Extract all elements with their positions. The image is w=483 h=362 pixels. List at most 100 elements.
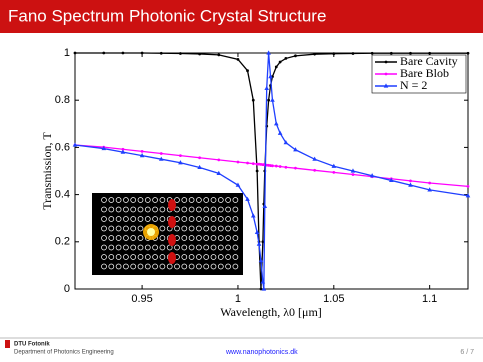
x-tick-label: 0.95 xyxy=(131,293,152,305)
inset-rod xyxy=(108,244,115,251)
inset-rod xyxy=(232,244,239,251)
marker xyxy=(351,52,355,55)
slide-title: Fano Spectrum Photonic Crystal Structure xyxy=(8,6,326,25)
x-tick-label: 1.05 xyxy=(323,293,344,305)
marker xyxy=(159,152,163,155)
marker xyxy=(179,154,182,158)
inset-rod xyxy=(174,197,180,203)
marker xyxy=(198,156,202,160)
inset-rod xyxy=(210,216,217,222)
y-tick-label: 1 xyxy=(64,47,70,59)
inset-rod xyxy=(225,235,231,241)
inset-rod xyxy=(108,263,115,270)
inset-rod xyxy=(203,235,210,241)
inset-rod xyxy=(159,197,166,203)
marker xyxy=(389,177,394,183)
inset-rod xyxy=(196,254,202,260)
marker xyxy=(332,52,336,56)
department: Department of Photonics Engineering xyxy=(14,350,114,356)
inset-rod xyxy=(115,263,122,270)
marker xyxy=(258,258,264,263)
marker xyxy=(270,97,275,102)
marker xyxy=(246,161,249,165)
inset-rod xyxy=(115,244,122,251)
marker xyxy=(284,165,288,169)
inset-rod xyxy=(232,225,239,232)
inset-rod xyxy=(123,225,129,232)
marker xyxy=(217,158,221,162)
marker xyxy=(250,213,256,218)
plot-frame xyxy=(74,52,469,290)
inset-hotspot xyxy=(168,252,176,264)
inset-rod xyxy=(144,263,151,270)
marker xyxy=(260,279,266,284)
inset-rod xyxy=(181,244,188,251)
marker xyxy=(408,182,413,187)
marker xyxy=(140,51,144,55)
marker xyxy=(293,147,298,152)
marker xyxy=(428,181,432,185)
inset-rod xyxy=(115,225,122,232)
marker xyxy=(264,85,270,90)
inset-rod xyxy=(174,263,180,270)
marker xyxy=(251,162,255,166)
inset-rod xyxy=(217,216,224,222)
marker xyxy=(262,203,268,208)
inset-rod xyxy=(123,235,129,241)
marker xyxy=(139,153,145,158)
marker xyxy=(159,51,163,55)
marker xyxy=(246,69,249,73)
marker xyxy=(369,173,375,178)
marker xyxy=(197,164,202,170)
inset-rod xyxy=(232,235,239,241)
url[interactable]: www.nanophotonics.dk xyxy=(225,349,298,356)
inset-rod xyxy=(181,235,188,241)
inset-rod xyxy=(137,244,144,251)
marker xyxy=(428,51,432,55)
marker xyxy=(312,156,317,161)
inset-rod xyxy=(159,225,166,232)
inset-rod xyxy=(152,197,158,203)
legend-label: Bare Blob xyxy=(400,66,449,80)
inset-rod xyxy=(159,235,166,241)
inset-rod xyxy=(225,263,231,270)
inset-rod xyxy=(101,206,107,213)
marker xyxy=(409,179,412,183)
y-tick-label: 0 xyxy=(64,283,70,295)
inset-rod xyxy=(210,244,217,251)
inset-rod xyxy=(210,254,217,260)
inset-rod xyxy=(159,254,166,260)
inset-rod xyxy=(203,254,210,260)
inset-rod xyxy=(137,263,144,270)
marker xyxy=(351,173,355,176)
marker xyxy=(350,168,356,173)
marker xyxy=(267,98,271,102)
inset-rod xyxy=(203,206,210,213)
marker xyxy=(236,160,240,164)
marker xyxy=(101,145,107,151)
inset-rod xyxy=(130,235,137,241)
org: DTU Fotonik xyxy=(14,342,50,348)
inset-rod xyxy=(123,244,129,251)
inset-hotspot xyxy=(168,199,176,211)
inset-rod xyxy=(144,206,151,213)
inset-rod xyxy=(225,197,231,203)
marker xyxy=(466,184,470,188)
inset-rod xyxy=(123,254,129,260)
inset-rod xyxy=(108,197,115,203)
inset-rod xyxy=(225,206,231,213)
inset-rod xyxy=(181,206,188,213)
marker xyxy=(255,169,259,173)
legend-marker xyxy=(384,60,388,64)
inset-rod xyxy=(188,254,195,260)
inset-rod xyxy=(188,244,195,251)
inset-rod xyxy=(123,197,129,203)
marker xyxy=(245,196,250,201)
inset-rod xyxy=(232,263,239,270)
marker xyxy=(217,53,221,57)
marker xyxy=(198,52,202,56)
inset-rod xyxy=(196,244,202,251)
y-tick-label: 0.6 xyxy=(55,141,70,153)
marker xyxy=(254,229,260,234)
logo xyxy=(5,340,10,348)
